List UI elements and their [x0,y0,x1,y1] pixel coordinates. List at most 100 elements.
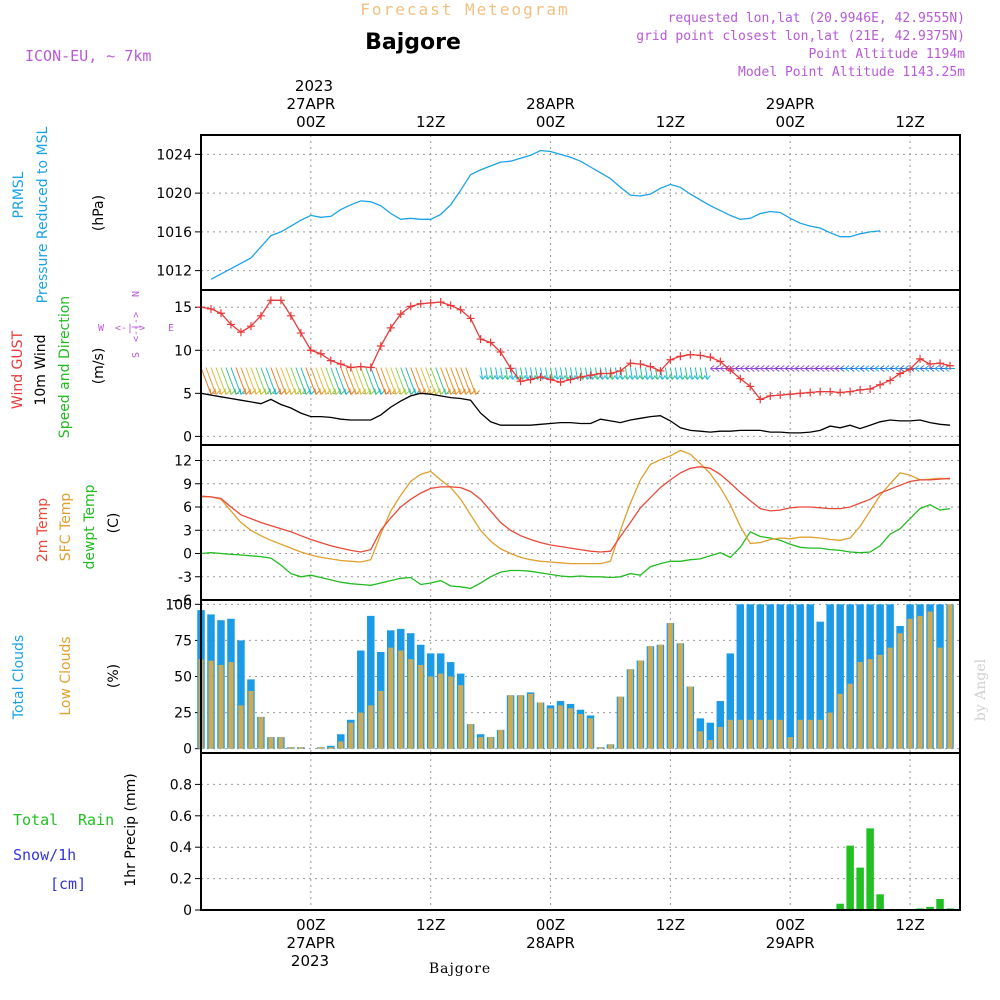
total-cloud-bar [806,604,814,749]
low-cloud-bar [498,729,504,749]
pressure-panel: 1012 1016 1020 1024 [156,134,961,291]
wind-gust-marker [806,388,815,397]
total-cloud-label: Total Clouds [11,635,27,720]
low-cloud-bar [887,647,893,749]
low-cloud-bar [567,708,574,749]
wind-gust-marker [846,387,855,396]
low-cloud-bar [817,719,823,749]
wind-gust-marker [546,375,555,384]
pressure-labels: PRMSL Pressure Reduced to MSL (hPa) [11,126,107,303]
wind-gust-marker [906,365,915,374]
low-cloud-bar [218,664,224,749]
total-cloud-bar [367,615,375,749]
svg-text:E: E [168,323,174,334]
pressure-ytick-label: 1016 [156,225,192,241]
pressure-bg [201,135,960,290]
wind-gust-marker [406,302,415,311]
low-cloud-bar [518,695,524,749]
low-cloud-bar [577,714,584,749]
low-cloud-bar [468,724,474,749]
wind-gust-marker [266,296,275,305]
compass-rose-icon: W E N S <-|-> <-|-> [98,291,174,358]
low-cloud-bar [587,718,594,749]
total-cloud-bar [816,621,824,749]
temp-labels: 2m Temp SFC Temp dewpt Temp (C) [35,484,122,569]
top-time-label: 00Z [776,113,805,131]
wind-ytick-label: 0 [183,429,192,445]
low-cloud-bar [897,633,903,749]
low-cloud-bar [807,719,813,749]
prmsl-label: PRMSL [11,171,27,218]
precip-panel: 0 0.2 0.4 0.6 0.8 [170,752,961,919]
bottom-time-label: 00Z [776,916,805,934]
low-cloud-bar [538,702,544,749]
wind-gust-marker [636,360,645,369]
footer-station: Bajgore [429,961,491,977]
low-cloud-bar [777,719,783,749]
wind-gust-marker [616,366,625,375]
total-cloud-bar [736,604,745,749]
wind-gust-marker [666,355,675,364]
total-cloud-bar [786,604,794,749]
low-cloud-bar [707,740,713,749]
wind-speed-line [200,392,951,434]
temp-sfc-label: SFC Temp [58,493,74,562]
model-altitude: Model Point Altitude 1143.25m [738,65,965,80]
temperature-bg [201,445,960,600]
total-cloud-bar [726,653,735,749]
wind-gust-marker [926,360,935,369]
top-date-label: 27APR [286,95,335,113]
temperature-ytick-label: 0 [183,547,192,563]
low-cloud-bar [278,737,284,749]
low-cloud-bar [388,647,394,749]
total-cloud-bar [826,604,834,749]
cloud-ytick-label: 50 [174,670,192,686]
temp-dewpt-label: dewpt Temp [82,484,98,569]
wind-gust-marker [456,305,465,314]
low-cloud-bar [298,747,304,749]
pressure-ytick-label: 1020 [156,186,192,202]
low-cloud-bar [368,705,374,749]
wind-gust-marker [886,376,895,385]
bottom-date-label: 29APR [766,934,815,952]
cloud-panel: 0 25 50 75 100 [165,597,961,758]
precip-ytick-label: 0.4 [170,840,192,856]
precip-ytick-label: 0.2 [170,872,192,888]
low-cloud-bar [557,705,564,749]
low-cloud-bar [597,747,604,749]
wind-gust-marker [536,372,545,381]
wind-gust-marker [506,364,515,373]
wind-gust-marker [646,362,655,371]
low-cloud-bar [418,664,424,749]
top-time-label: 12Z [895,113,924,131]
low-cloud-bar [478,737,484,749]
wind-gust-marker [246,322,255,331]
wind-gust-marker [696,351,705,360]
svg-text:N: N [131,291,142,297]
temperature-ytick-label: 12 [174,454,192,470]
wind-gust-marker [876,380,885,389]
total-cloud-bar [746,604,755,749]
wind-gust-marker [336,360,345,369]
temperature-ytick-label: -3 [178,570,192,586]
low-cloud-bar [917,615,923,749]
low-cloud-bar [248,690,254,749]
total-cloud-bar [716,701,725,749]
wind-gust-marker [416,299,425,308]
low-cloud-bar [857,662,863,749]
total-cloud-bar [756,604,765,749]
total-cloud-bar [836,604,844,749]
total-cloud-bar [846,604,854,749]
wind-arrow [465,367,481,395]
low-cloud-bar [667,623,673,749]
top-date-label: 28APR [526,95,575,113]
low-cloud-bar [727,719,733,749]
wind-gust-marker [256,311,265,320]
prmsl-long-label: Pressure Reduced to MSL [35,126,51,303]
rain-bar [866,828,874,910]
wind-ytick-label: 10 [174,343,192,359]
wind-gust-marker [486,338,495,347]
wind-unit: (m/s) [91,348,107,385]
wind-gust-marker [556,378,565,387]
wind-gust-marker [596,369,605,378]
